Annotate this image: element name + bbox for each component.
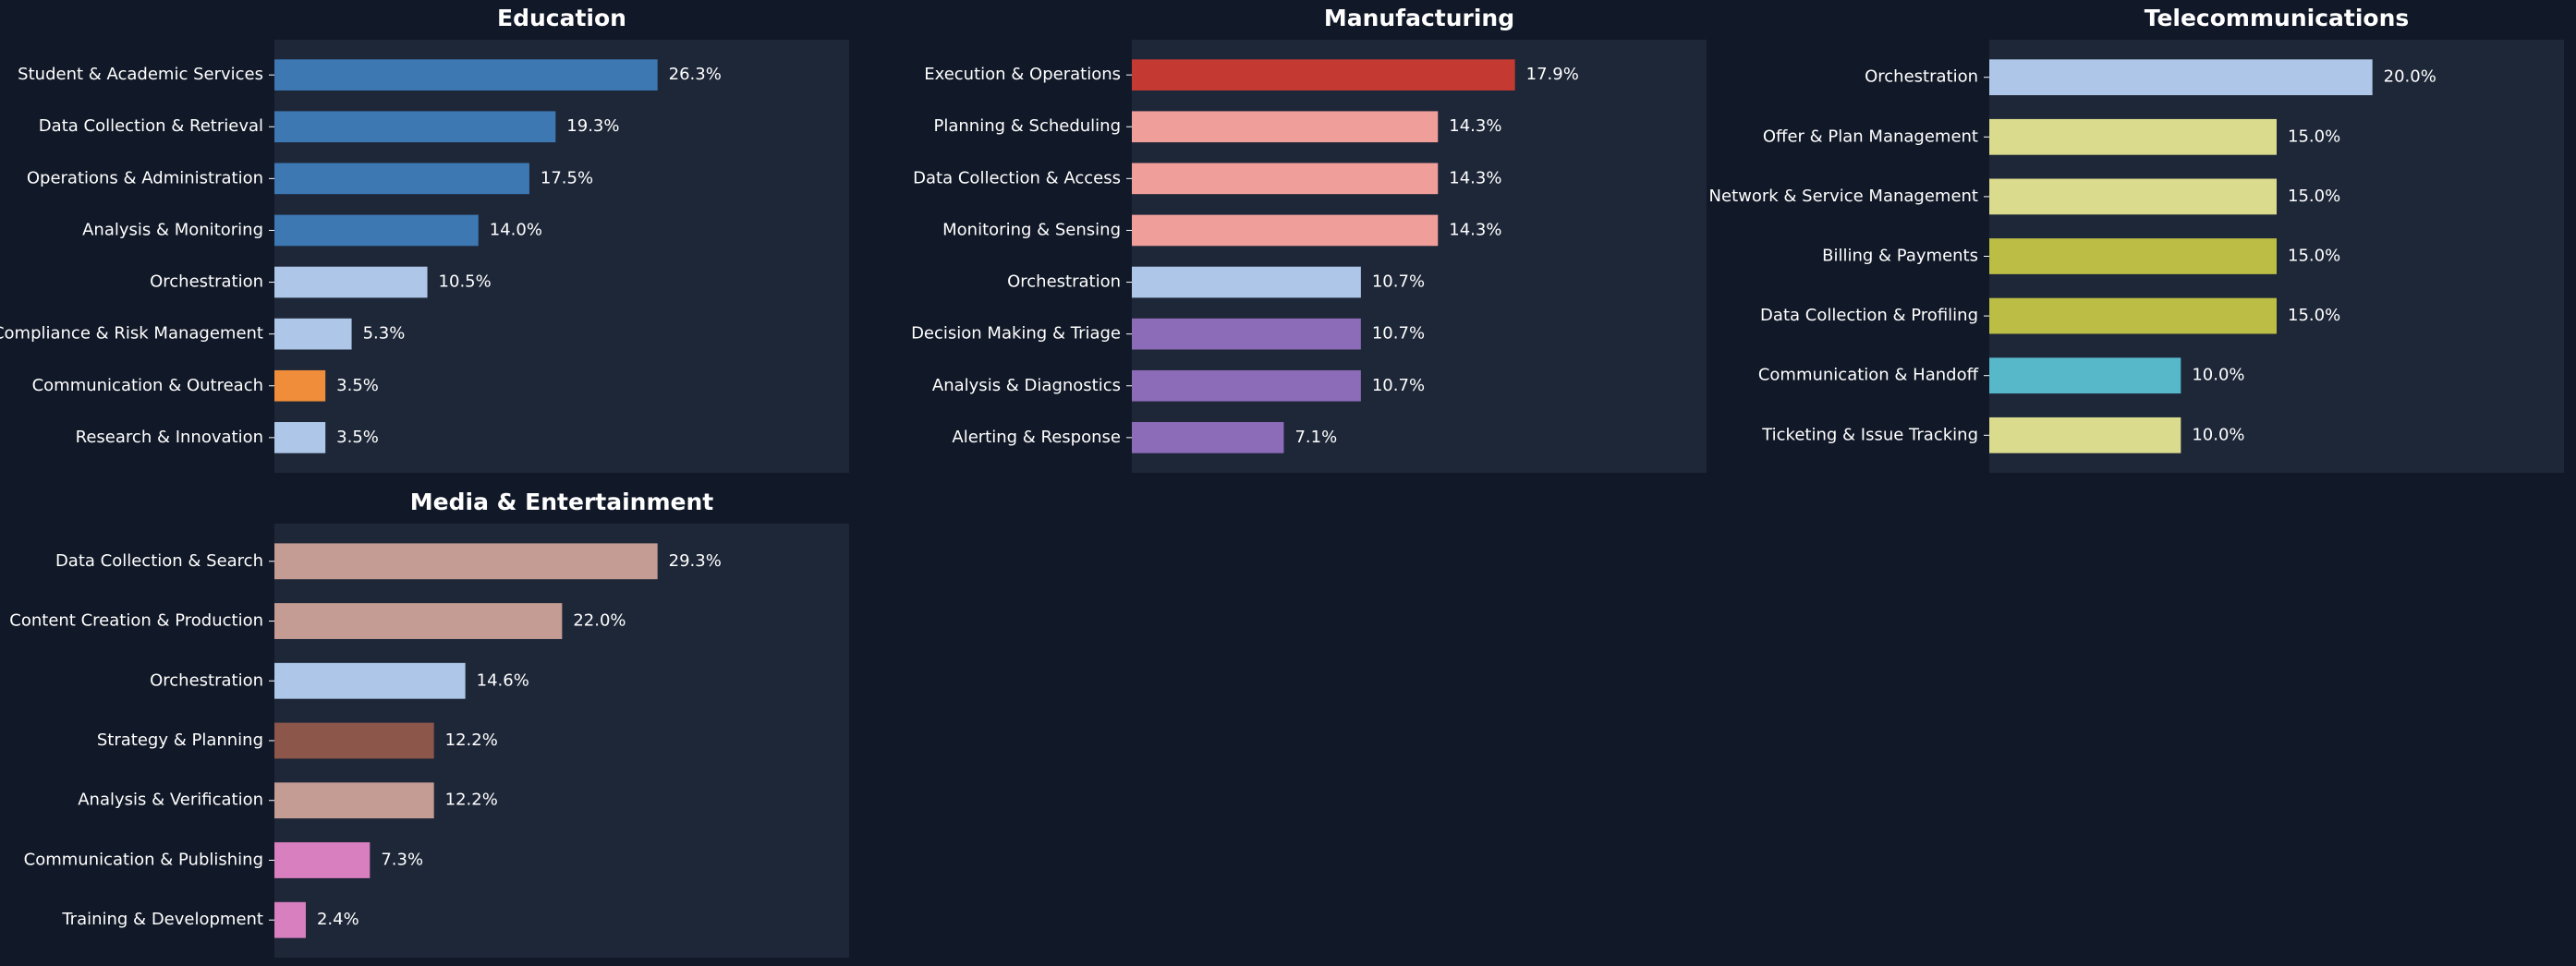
panel-title: Manufacturing — [1324, 5, 1514, 31]
value-label: 5.3% — [363, 324, 406, 344]
value-label: 14.3% — [1449, 116, 1501, 136]
value-label: 17.5% — [541, 168, 593, 187]
category-label: Analysis & Diagnostics — [932, 376, 1121, 395]
bar — [274, 543, 658, 580]
value-label: 3.5% — [336, 428, 379, 447]
plot-area — [1132, 40, 1707, 473]
category-label: Student & Academic Services — [18, 65, 263, 84]
value-label: 22.0% — [573, 611, 626, 631]
category-label: Training & Development — [61, 910, 263, 929]
bar — [1989, 118, 2277, 155]
category-label: Alerting & Response — [952, 428, 1121, 447]
value-label: 15.0% — [2288, 306, 2340, 325]
bar — [1989, 357, 2181, 394]
value-label: 7.1% — [1294, 428, 1337, 447]
value-label: 15.0% — [2288, 247, 2340, 266]
bar — [274, 422, 326, 453]
bar — [274, 722, 434, 759]
bar — [1989, 297, 2277, 334]
value-label: 17.9% — [1526, 65, 1579, 84]
category-label: Orchestration — [1007, 272, 1121, 292]
value-label: 2.4% — [317, 910, 359, 929]
bar — [274, 782, 434, 819]
category-label: Data Collection & Profiling — [1760, 306, 1978, 325]
category-label: Decision Making & Triage — [911, 324, 1121, 344]
category-label: Execution & Operations — [924, 65, 1121, 84]
category-label: Billing & Payments — [1822, 247, 1978, 266]
category-label: Planning & Scheduling — [934, 116, 1122, 136]
value-label: 10.5% — [439, 272, 492, 292]
category-label: Compliance & Risk Management — [0, 324, 263, 344]
bar — [1132, 266, 1361, 298]
bar — [274, 603, 563, 639]
value-label: 10.7% — [1372, 324, 1425, 344]
value-label: 14.3% — [1449, 168, 1501, 187]
bar — [1132, 318, 1361, 350]
bar — [274, 214, 479, 247]
value-label: 7.3% — [381, 850, 423, 869]
bar — [1132, 59, 1515, 91]
category-label: Orchestration — [150, 272, 263, 292]
value-label: 10.0% — [2192, 425, 2244, 444]
bar — [274, 163, 529, 195]
category-label: Data Collection & Access — [913, 168, 1121, 187]
value-label: 10.0% — [2192, 366, 2244, 385]
value-label: 3.5% — [336, 376, 379, 395]
value-label: 10.7% — [1372, 272, 1425, 292]
value-label: 29.3% — [669, 551, 722, 571]
bar — [1132, 369, 1361, 402]
bar — [274, 318, 352, 350]
bar — [274, 111, 556, 143]
bar — [1132, 163, 1439, 195]
category-label: Offer & Plan Management — [1763, 127, 1978, 146]
value-label: 14.3% — [1449, 220, 1501, 239]
bar — [274, 266, 428, 298]
category-label: Communication & Handoff — [1758, 366, 1979, 385]
category-label: Monitoring & Sensing — [942, 220, 1121, 239]
category-label: Orchestration — [150, 670, 263, 690]
category-label: Ticketing & Issue Tracking — [1761, 425, 1978, 444]
bar — [274, 369, 326, 402]
category-label: Data Collection & Retrieval — [39, 116, 263, 136]
bar — [274, 842, 371, 878]
category-label: Operations & Administration — [27, 168, 263, 187]
category-label: Analysis & Verification — [78, 791, 263, 810]
value-label: 12.2% — [445, 791, 498, 810]
bar — [1132, 422, 1284, 453]
category-label: Communication & Outreach — [32, 376, 263, 395]
category-label: Orchestration — [1865, 67, 1978, 87]
value-label: 14.6% — [477, 670, 529, 690]
category-label: Content Creation & Production — [9, 611, 263, 631]
value-label: 19.3% — [566, 116, 619, 136]
bar — [274, 59, 658, 91]
bar — [1989, 238, 2277, 274]
panel-title: Education — [497, 5, 626, 31]
bar — [1132, 214, 1439, 247]
panel-title: Telecommunications — [2145, 5, 2410, 31]
bar — [1989, 178, 2277, 215]
bar — [1132, 111, 1439, 143]
value-label: 12.2% — [445, 731, 498, 750]
bar — [1989, 59, 2373, 96]
bar — [274, 901, 306, 938]
category-label: Communication & Publishing — [24, 850, 263, 869]
category-label: Data Collection & Search — [55, 551, 263, 571]
value-label: 14.0% — [490, 220, 542, 239]
bar — [1989, 417, 2181, 453]
plot-area — [274, 40, 849, 473]
panel-title: Media & Entertainment — [410, 489, 713, 515]
category-label: Strategy & Planning — [97, 731, 263, 750]
category-label: Analysis & Monitoring — [82, 220, 263, 239]
value-label: 20.0% — [2384, 67, 2436, 87]
value-label: 15.0% — [2288, 127, 2340, 146]
value-label: 26.3% — [669, 65, 722, 84]
value-label: 15.0% — [2288, 187, 2340, 206]
bar — [274, 662, 466, 699]
value-label: 10.7% — [1372, 376, 1425, 395]
category-label: Network & Service Management — [1709, 187, 1978, 206]
category-label: Research & Innovation — [76, 428, 263, 447]
